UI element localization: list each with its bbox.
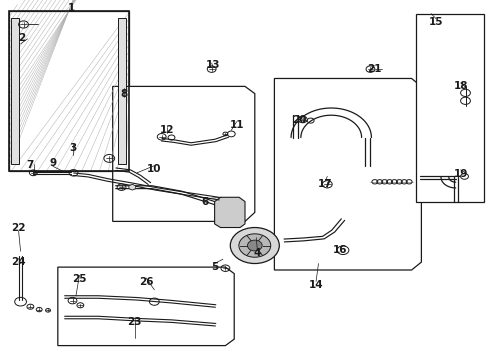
Circle shape bbox=[239, 234, 270, 257]
Text: 17: 17 bbox=[318, 179, 333, 189]
Circle shape bbox=[230, 228, 279, 264]
Polygon shape bbox=[274, 78, 421, 270]
Text: 11: 11 bbox=[229, 120, 244, 130]
Text: 16: 16 bbox=[333, 245, 348, 255]
Text: 21: 21 bbox=[367, 64, 382, 74]
Text: 20: 20 bbox=[292, 114, 306, 125]
Text: 13: 13 bbox=[206, 60, 220, 70]
Text: 23: 23 bbox=[127, 317, 142, 327]
Text: 15: 15 bbox=[429, 17, 443, 27]
Bar bbox=[9, 11, 129, 171]
Text: 22: 22 bbox=[11, 222, 26, 233]
Text: 18: 18 bbox=[453, 81, 468, 91]
Bar bbox=[9, 11, 129, 171]
Text: 5: 5 bbox=[211, 262, 218, 272]
Text: 6: 6 bbox=[201, 197, 208, 207]
Text: 3: 3 bbox=[69, 143, 76, 153]
Text: 24: 24 bbox=[11, 257, 26, 267]
Text: 19: 19 bbox=[453, 168, 468, 179]
Text: 25: 25 bbox=[72, 274, 87, 284]
Text: 26: 26 bbox=[139, 276, 153, 287]
Text: 1: 1 bbox=[68, 3, 74, 13]
Text: 10: 10 bbox=[147, 164, 162, 174]
Polygon shape bbox=[215, 197, 245, 228]
Polygon shape bbox=[58, 267, 234, 346]
Polygon shape bbox=[129, 184, 136, 190]
Text: 12: 12 bbox=[159, 125, 174, 135]
Circle shape bbox=[247, 240, 262, 251]
Text: 4: 4 bbox=[253, 248, 261, 258]
Text: 2: 2 bbox=[18, 33, 25, 43]
Bar bbox=[11, 18, 19, 164]
Polygon shape bbox=[416, 14, 484, 202]
Text: 14: 14 bbox=[309, 280, 323, 290]
Bar bbox=[118, 18, 126, 164]
Polygon shape bbox=[113, 86, 255, 221]
Text: 9: 9 bbox=[49, 158, 56, 168]
Text: 8: 8 bbox=[121, 89, 127, 99]
Text: 7: 7 bbox=[26, 159, 34, 170]
